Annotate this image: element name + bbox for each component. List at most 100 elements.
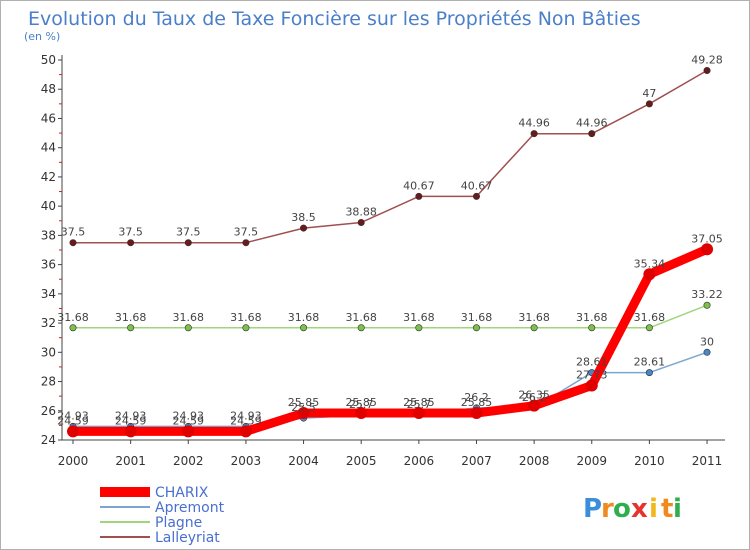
y-tick-label: 50	[41, 53, 56, 67]
x-tick-label: 2005	[346, 454, 377, 468]
x-tick-label: 2009	[576, 454, 607, 468]
data-label-plagne: 33.22	[691, 288, 723, 301]
data-point-plagne	[184, 324, 192, 332]
data-point-lalleyriat	[184, 239, 192, 247]
series-line-plagne	[72, 304, 708, 329]
data-label-apremont: 24.93	[173, 409, 205, 422]
data-label-charix: 25.85	[461, 396, 493, 409]
data-label-lalleyriat: 37.5	[118, 226, 143, 239]
chart-title: Evolution du Taux de Taxe Foncière sur l…	[28, 8, 641, 30]
data-point-lalleyriat	[645, 100, 653, 108]
y-tick-label: 40	[41, 199, 56, 213]
data-label-apremont: 26.2	[522, 391, 547, 404]
data-label-charix: 24.59	[115, 414, 147, 427]
data-point-charix	[67, 425, 79, 438]
data-label-charix: 35.34	[634, 257, 666, 270]
data-point-plagne	[357, 324, 365, 332]
data-point-charix	[470, 406, 483, 419]
y-tick-label: 44	[41, 141, 56, 155]
logo-letter: i	[673, 494, 682, 524]
data-point-lalleyriat	[415, 192, 423, 200]
data-point-lalleyriat	[242, 239, 250, 247]
logo-letter: t	[661, 494, 673, 524]
data-label-apremont: 25.5	[291, 401, 316, 414]
data-label-lalleyriat: 38.5	[291, 211, 316, 224]
series-line-charix	[68, 244, 712, 436]
unit-label: (en %)	[24, 30, 60, 43]
data-label-plagne: 31.68	[57, 311, 89, 324]
data-label-apremont: 28.61	[576, 356, 608, 369]
data-point-charix	[239, 425, 252, 438]
y-tick-label: 28	[41, 375, 56, 389]
data-point-lalleyriat	[127, 239, 135, 247]
data-label-lalleyriat: 37.5	[61, 226, 86, 239]
data-point-lalleyriat	[300, 224, 308, 232]
data-point-charix	[412, 406, 425, 419]
data-label-charix: 37.05	[691, 232, 723, 245]
x-tick-label: 2004	[288, 454, 319, 468]
data-label-apremont: 25.7	[349, 398, 374, 411]
data-label-lalleyriat: 49.28	[691, 54, 723, 67]
logo-letter: x	[631, 494, 648, 524]
x-tick-label: 2000	[58, 454, 89, 468]
data-point-plagne	[69, 324, 77, 332]
x-tick-label: 2003	[231, 454, 262, 468]
x-tick-label: 2002	[173, 454, 204, 468]
data-label-plagne: 31.68	[518, 311, 550, 324]
data-point-charix	[182, 425, 195, 438]
axes: 24 26 28 30 32 34 36 38 40 42 44 46 48 50 2000 2001 2002…	[41, 53, 725, 468]
y-tick-label: 30	[41, 345, 56, 359]
data-label-lalleyriat: 37.5	[176, 226, 201, 239]
data-label-plagne: 31.68	[576, 311, 608, 324]
data-label-apremont: 25.7	[407, 398, 432, 411]
data-point-plagne	[588, 324, 596, 332]
data-point-charix	[701, 243, 714, 256]
series-layer	[67, 67, 714, 438]
y-tick-label: 26	[41, 404, 56, 418]
data-label-charix: 25.85	[345, 396, 377, 409]
x-tick-label: 2010	[634, 454, 665, 468]
y-tick-label: 38	[41, 228, 56, 242]
data-point-plagne	[472, 324, 480, 332]
data-point-charix	[355, 406, 368, 419]
data-label-plagne: 31.68	[634, 311, 666, 324]
y-tick-label: 24	[41, 433, 56, 447]
data-label-plagne: 31.68	[173, 311, 205, 324]
data-label-charix: 26.35	[518, 389, 550, 402]
y-tick-label: 34	[41, 287, 56, 301]
logo-letter: i	[649, 494, 658, 524]
logo-letter: r	[601, 494, 614, 524]
data-point-lalleyriat	[588, 130, 596, 138]
data-point-charix	[643, 268, 656, 281]
data-label-lalleyriat: 44.96	[518, 117, 550, 130]
logo-letter: P	[583, 494, 602, 524]
data-point-apremont	[645, 369, 653, 377]
x-tick-label: 2006	[404, 454, 435, 468]
data-label-lalleyriat: 38.88	[345, 206, 377, 219]
legend-label-lalleyriat: Lalleyriat	[155, 530, 220, 546]
legend-label-charix: CHARIX	[155, 485, 209, 501]
data-label-apremont: 24.93	[115, 409, 147, 422]
legend-label-plagne: Plagne	[155, 515, 202, 531]
data-label-plagne: 31.68	[288, 311, 320, 324]
data-label-lalleyriat: 40.67	[403, 179, 435, 192]
data-point-charix	[297, 406, 310, 419]
data-label-lalleyriat: 37.5	[234, 226, 259, 239]
x-tick-label: 2008	[519, 454, 550, 468]
legend-label-apremont: Apremont	[155, 500, 225, 516]
proxiti-logo: Pr o x i t i	[583, 494, 682, 524]
data-point-apremont	[703, 348, 711, 356]
data-point-plagne	[415, 324, 423, 332]
data-label-charix: 25.85	[403, 396, 435, 409]
y-tick-label: 46	[41, 111, 56, 125]
series-line-lalleyriat	[72, 69, 708, 244]
data-point-plagne	[242, 324, 250, 332]
logo-letter: o	[613, 494, 631, 524]
data-point-plagne	[703, 301, 711, 309]
data-label-charix: 24.59	[57, 414, 89, 427]
data-point-charix	[124, 425, 137, 438]
data-point-plagne	[300, 324, 308, 332]
